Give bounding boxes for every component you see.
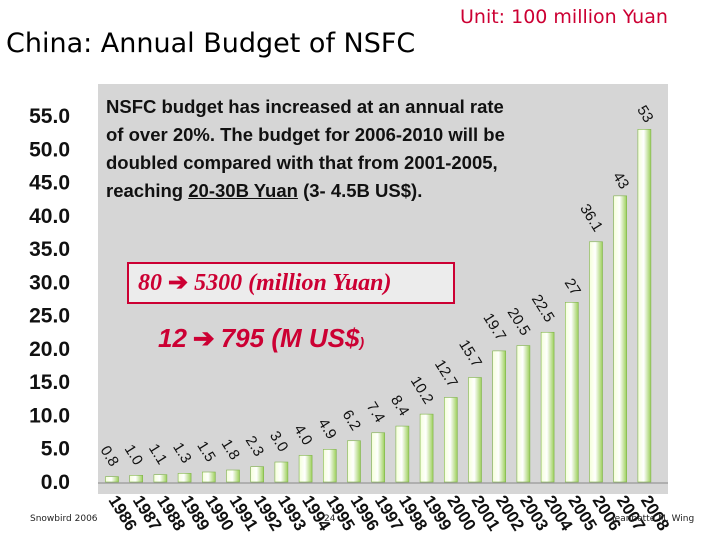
footer-event: Snowbird 2006 bbox=[30, 514, 98, 524]
y-tick-label: 35.0 bbox=[29, 238, 70, 261]
bar-2000 bbox=[443, 397, 458, 483]
bar-2007 bbox=[613, 195, 628, 483]
bar-1995 bbox=[322, 449, 337, 483]
data-label-2007: 43 bbox=[609, 169, 632, 192]
bar-1986 bbox=[105, 476, 119, 483]
bar-1987 bbox=[129, 475, 143, 483]
annotation-line-2: of over 20%. The budget for 2006-2010 wi… bbox=[106, 124, 505, 145]
budget-bar-chart: 0.0 5.0 10.0 15.0 20.0 25.0 30.0 35.0 40.0 45.0 50… bbox=[29, 84, 673, 535]
y-tick-label: 50.0 bbox=[29, 138, 70, 161]
y-tick-label: 5.0 bbox=[41, 438, 70, 461]
bar-1989 bbox=[177, 473, 192, 483]
page-number: 24 bbox=[324, 514, 336, 524]
usd-growth-line: 12 ➔ 795 (M US$) bbox=[158, 323, 364, 354]
footer-author: Jeannette M. Wing bbox=[612, 514, 695, 524]
y-tick-label: 55.0 bbox=[29, 105, 70, 128]
bar-2001 bbox=[468, 377, 482, 483]
budget-target-highlight: 20-30B Yuan bbox=[188, 180, 298, 201]
y-tick-label: 20.0 bbox=[29, 338, 70, 361]
usd-from: 12 bbox=[158, 323, 187, 353]
y-tick-label: 40.0 bbox=[29, 205, 70, 228]
bar-2008 bbox=[637, 129, 652, 483]
annotation-line-3: doubled compared with that from 2001-200… bbox=[106, 152, 498, 173]
yuan-to: 5300 (million Yuan) bbox=[194, 270, 392, 296]
annotation-line-4-prefix: reaching bbox=[106, 180, 189, 201]
bar-2004 bbox=[540, 331, 555, 483]
bar-1996 bbox=[347, 440, 361, 483]
bar-1998 bbox=[395, 425, 410, 483]
bar-2002 bbox=[492, 350, 507, 483]
slide-title: China: Annual Budget of NSFC bbox=[6, 28, 416, 59]
y-tick-label: 30.0 bbox=[29, 271, 70, 294]
bar-1994 bbox=[298, 455, 313, 483]
bar-1988 bbox=[153, 474, 168, 483]
bar-1991 bbox=[226, 469, 240, 483]
y-tick-label: 0.0 bbox=[41, 471, 70, 494]
bar-2006 bbox=[589, 241, 603, 483]
data-label-2008: 53 bbox=[633, 103, 656, 126]
usd-close: ) bbox=[359, 334, 365, 350]
usd-to: 795 (M US$ bbox=[220, 323, 360, 353]
right-arrow-icon: ➔ bbox=[168, 270, 189, 296]
data-label-2005: 27 bbox=[561, 276, 584, 299]
annotation-line-1: NSFC budget has increased at an annual r… bbox=[106, 96, 504, 117]
bar-2003 bbox=[516, 345, 531, 483]
bar-1997 bbox=[371, 432, 386, 483]
y-tick-label: 45.0 bbox=[29, 172, 70, 195]
bar-1992 bbox=[250, 466, 264, 483]
y-tick-label: 10.0 bbox=[29, 404, 70, 427]
y-tick-label: 25.0 bbox=[29, 305, 70, 328]
bar-1993 bbox=[274, 461, 289, 483]
bar-2005 bbox=[564, 302, 579, 483]
annotation-line-4: reaching 20-30B Yuan (3- 4.5B US$). bbox=[106, 177, 636, 205]
budget-annotation: NSFC budget has increased at an annual r… bbox=[106, 93, 636, 205]
bar-1990 bbox=[202, 471, 216, 483]
right-arrow-icon: ➔ bbox=[192, 323, 215, 353]
y-tick-label: 15.0 bbox=[29, 371, 70, 394]
yuan-from: 80 bbox=[138, 270, 162, 296]
bar-1999 bbox=[419, 413, 434, 483]
yuan-growth-box: 80 ➔ 5300 (million Yuan) bbox=[127, 262, 455, 304]
unit-label: Unit: 100 million Yuan bbox=[460, 6, 668, 28]
annotation-line-4-suffix: (3- 4.5B US$). bbox=[297, 180, 423, 201]
